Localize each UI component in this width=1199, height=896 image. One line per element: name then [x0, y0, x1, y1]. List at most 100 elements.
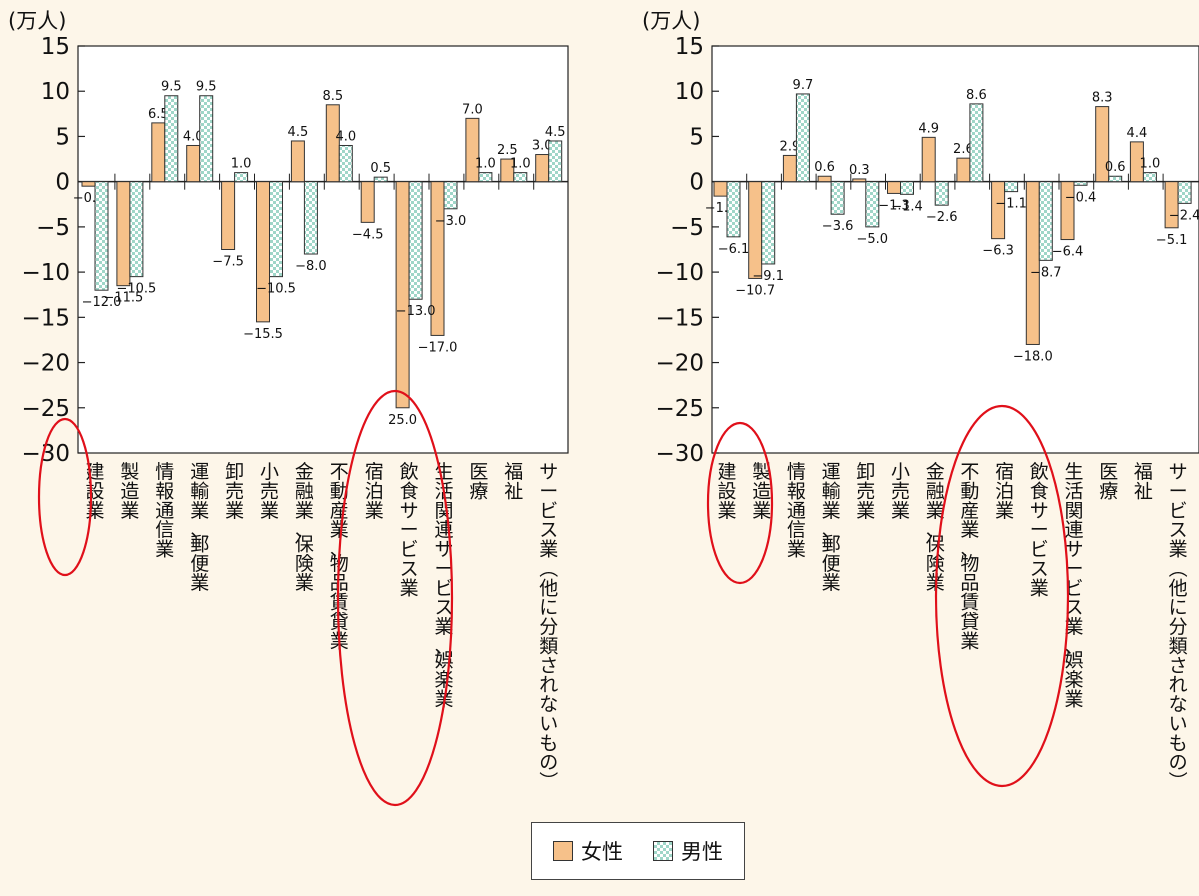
male-value-label-6: −1.4 — [891, 199, 923, 214]
category-label-11: 生活関連サービス業、娯楽業 — [1064, 461, 1083, 710]
female-bar-6 — [887, 181, 901, 194]
male-value-label-12: 0.6 — [1105, 160, 1126, 175]
category-label-10: 飲食サービス業 — [1030, 461, 1049, 599]
y-tick-label: −10 — [655, 260, 704, 286]
male-value-label-4: −3.6 — [822, 219, 854, 234]
category-label-13: 福祉 — [1134, 461, 1153, 502]
male-bar-4 — [830, 181, 845, 215]
category-label-5: 卸売業 — [856, 461, 875, 522]
male-value-label-6: −10.5 — [256, 282, 296, 297]
category-label-5: 卸売業 — [225, 461, 244, 522]
y-tick-label: 10 — [41, 79, 70, 105]
male-bar-11 — [1073, 181, 1088, 186]
male-value-label-1: −6.1 — [718, 242, 750, 257]
y-tick-label: −20 — [21, 351, 70, 377]
female-bar-6 — [256, 181, 270, 323]
male-bar-14 — [1177, 181, 1192, 204]
male-bar-9 — [1004, 181, 1019, 193]
female-bar-9 — [360, 181, 375, 223]
female-value-label-14: 3.0 — [532, 139, 553, 154]
female-value-label-11: −6.4 — [1052, 245, 1084, 260]
male-bar-1 — [94, 181, 109, 291]
male-value-label-3: 9.7 — [793, 78, 814, 93]
male-bar-7 — [303, 181, 318, 255]
female-value-label-3: 2.9 — [780, 139, 801, 154]
male-value-label-8: 4.0 — [335, 129, 356, 144]
female-value-label-4: 4.0 — [183, 129, 204, 144]
category-label-14: サービス業︵他に分類されないもの︶ — [1169, 461, 1188, 793]
male-bar-2 — [761, 181, 776, 265]
female-bar-7 — [290, 140, 305, 183]
female-bar-2 — [748, 181, 763, 279]
male-bar-11 — [443, 181, 458, 210]
plot-area — [711, 45, 1199, 454]
female-bar-11 — [430, 181, 445, 336]
female-bar-10 — [395, 181, 410, 409]
y-tick-label: 0 — [689, 170, 704, 196]
y-unit-label: (万人) — [642, 9, 700, 33]
female-value-label-5: −7.5 — [212, 255, 244, 270]
y-tick-label: −15 — [21, 305, 70, 331]
category-label-9: 宿泊業 — [365, 461, 384, 522]
y-tick-label: −10 — [21, 260, 70, 286]
male-bar-13 — [513, 172, 528, 183]
legend-male: 男性 — [653, 836, 723, 866]
male-bar-1 — [726, 181, 741, 238]
category-label-3: 情報通信業 — [155, 461, 174, 561]
y-tick-label: −25 — [655, 396, 704, 422]
y-tick-label: 10 — [675, 79, 704, 105]
male-bar-7 — [934, 181, 949, 206]
male-value-label-14: −2.4 — [1169, 208, 1199, 223]
male-value-label-3: 9.5 — [161, 80, 182, 95]
category-label-6: 小売業 — [260, 461, 279, 522]
male-value-label-2: −10.5 — [116, 282, 156, 297]
left-bar-chart: 151050−5−10−15−20−25−30(万人)−0.5−11.56.54… — [8, 9, 569, 807]
male-bar-10 — [1038, 181, 1053, 261]
male-value-label-9: 0.5 — [370, 161, 391, 176]
male-value-label-9: −1.1 — [995, 197, 1027, 212]
category-label-2: 製造業 — [752, 461, 771, 522]
annotation-circle-2 — [934, 404, 1070, 788]
male-value-label-13: 1.0 — [1140, 157, 1161, 172]
female-bar-9 — [991, 181, 1006, 240]
male-value-label-4: 9.5 — [196, 80, 217, 95]
female-bar-4 — [186, 144, 201, 183]
male-bar-2 — [129, 181, 144, 278]
female-value-label-6: −1.3 — [878, 198, 910, 213]
y-tick-label: −5 — [670, 215, 704, 241]
category-label-12: 医療 — [1099, 461, 1118, 502]
female-bar-11 — [1060, 181, 1075, 241]
female-value-label-11: −17.0 — [418, 340, 458, 355]
y-tick-label: −30 — [655, 441, 704, 467]
right-bar-chart: 151050−5−10−15−20−25−30(万人)−1.6−10.72.90… — [642, 9, 1199, 793]
male-bar-14 — [548, 140, 563, 183]
category-label-13: 福祉 — [504, 461, 523, 502]
annotation-circle-2 — [336, 389, 454, 807]
female-bar-1 — [713, 181, 728, 197]
plot-area — [77, 45, 569, 454]
female-bar-1 — [81, 181, 96, 187]
legend-male-label: 男性 — [681, 840, 723, 864]
female-bar-3 — [782, 154, 797, 183]
male-value-label-14: 4.5 — [545, 125, 566, 140]
female-value-label-9: −6.3 — [982, 244, 1014, 259]
y-tick-label: −5 — [36, 215, 70, 241]
male-bar-8 — [969, 103, 984, 183]
legend-female: 女性 — [553, 836, 623, 866]
category-label-14: サービス業︵他に分類されないもの︶ — [539, 461, 558, 793]
category-label-9: 宿泊業 — [995, 461, 1014, 522]
female-bar-8 — [325, 104, 340, 183]
category-label-1: 建設業 — [717, 461, 736, 522]
category-label-8: 不動産業、物品賃貸業 — [330, 461, 349, 652]
female-value-label-5: 0.3 — [849, 163, 870, 178]
female-value-label-13: 4.4 — [1127, 126, 1148, 141]
category-label-8: 不動産業、物品賃貸業 — [960, 461, 979, 652]
category-label-12: 医療 — [469, 461, 488, 502]
category-label-2: 製造業 — [120, 461, 139, 522]
female-bar-8 — [956, 157, 971, 183]
legend-female-label: 女性 — [581, 840, 623, 864]
female-bar-13 — [1129, 141, 1144, 183]
female-value-label-7: 4.5 — [288, 125, 309, 140]
female-value-label-4: 0.6 — [814, 160, 835, 175]
